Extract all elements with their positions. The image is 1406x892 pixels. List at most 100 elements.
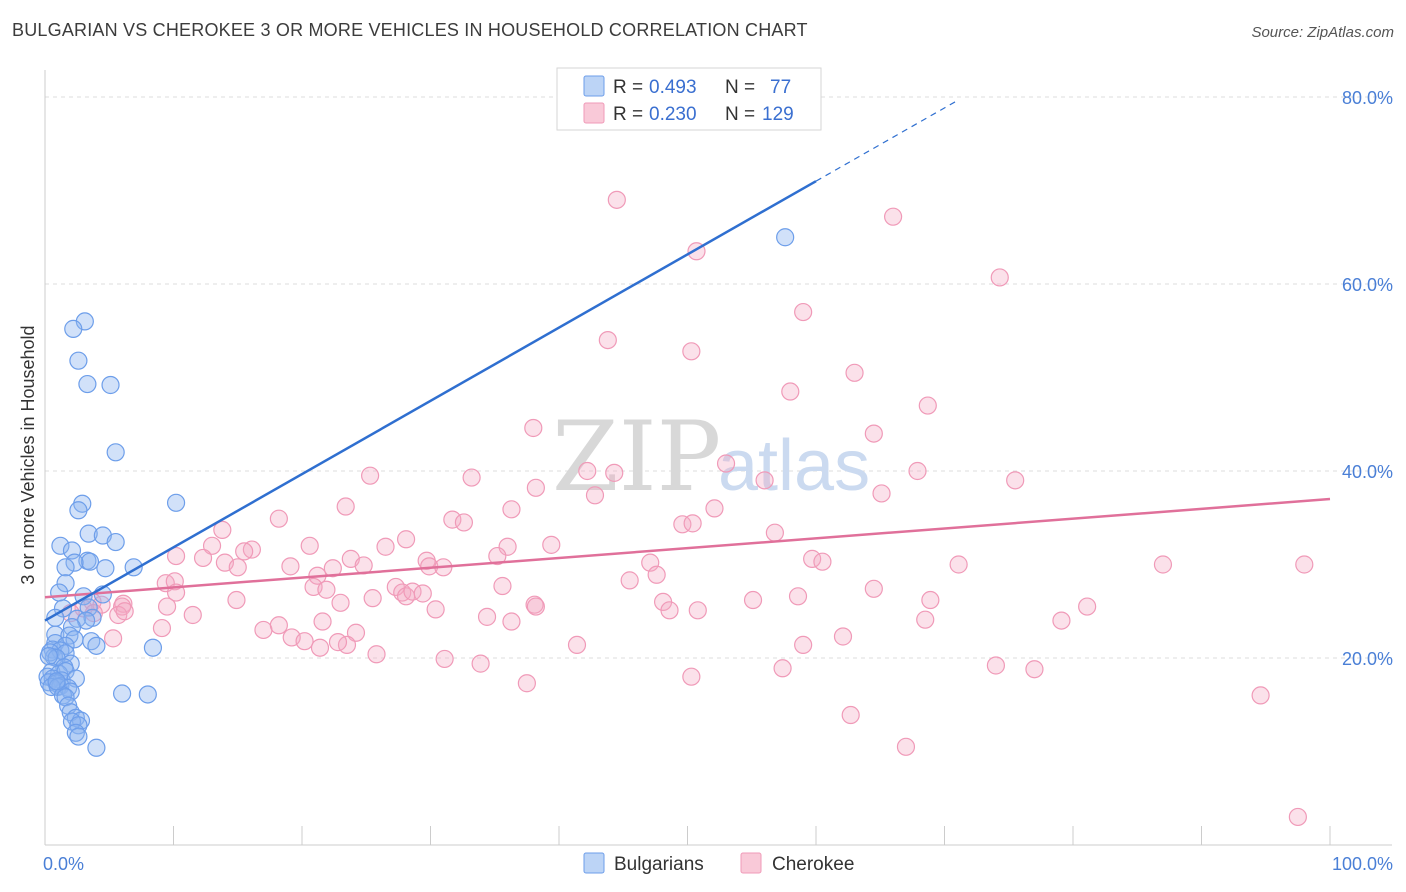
cherokee-point: [228, 558, 247, 577]
cherokee-point: [115, 602, 134, 621]
bulgarian-point: [112, 684, 132, 703]
cherokee-point: [524, 418, 543, 438]
cherokee-point: [498, 537, 517, 556]
bulgarian-point: [69, 727, 88, 746]
cherokee-point: [794, 302, 813, 322]
cherokee-points: [61, 190, 1314, 827]
cherokee-point: [526, 597, 545, 616]
cherokee-point: [471, 654, 490, 673]
cherokee-point: [363, 589, 382, 608]
cherokee-point: [104, 629, 123, 648]
cherokee-point: [295, 632, 314, 651]
cherokee-point: [567, 635, 587, 655]
y-tick-label: 60.0%: [1342, 275, 1393, 295]
bulgarian-point: [39, 647, 58, 666]
cherokee-point: [949, 555, 968, 574]
bottom-legend-swatch-bulgarians: [583, 852, 605, 874]
cherokee-point: [647, 565, 666, 584]
cherokee-point: [990, 268, 1009, 287]
cherokee-point: [578, 461, 597, 481]
cherokee-point: [152, 618, 172, 638]
x-tick-label: 0.0%: [43, 854, 84, 874]
cherokee-point: [872, 484, 891, 503]
cherokee-point: [1078, 597, 1097, 616]
cherokee-point: [183, 605, 202, 625]
cherokee-point: [660, 601, 679, 620]
bulgarian-point: [50, 583, 69, 602]
cherokee-point: [213, 520, 232, 540]
cherokee-point: [620, 571, 639, 590]
y-tick-label: 20.0%: [1342, 649, 1393, 669]
cherokee-point: [896, 737, 916, 756]
legend-r-label: R =: [613, 77, 643, 98]
bulgarian-point: [87, 738, 106, 757]
bulgarian-point: [56, 574, 75, 593]
cherokee-point: [193, 548, 213, 568]
cherokee-point: [605, 463, 624, 482]
cherokee-point: [367, 645, 386, 664]
cherokee-point: [864, 424, 883, 443]
y-axis-label: 3 or more Vehicles in Household: [18, 325, 38, 584]
y-tick-label: 40.0%: [1342, 462, 1393, 482]
cherokee-point: [493, 576, 512, 596]
cherokee-point: [328, 633, 348, 652]
cherokee-point: [688, 601, 707, 620]
bulgarian-point: [79, 524, 98, 543]
bulgarian-point: [69, 501, 88, 520]
gridlines: [45, 96, 1392, 659]
cherokee-point: [313, 612, 332, 631]
cherokee-point: [413, 584, 432, 603]
cherokee-point: [166, 546, 186, 566]
cherokee-point: [845, 363, 864, 382]
bulgarian-point: [87, 636, 106, 655]
bulgarian-point: [56, 558, 75, 577]
chart-title: BULGARIAN VS CHEROKEE 3 OR MORE VEHICLES…: [12, 20, 808, 40]
bottom-legend-swatch-cherokee: [740, 852, 762, 874]
cherokee-point: [765, 523, 784, 542]
bulgarian-point: [65, 553, 84, 572]
cherokee-point: [794, 635, 813, 655]
cherokee-point: [918, 396, 937, 415]
cherokee-point: [269, 509, 288, 528]
legend-r-label: R =: [613, 104, 643, 125]
bulgarian-point: [106, 443, 125, 462]
cherokee-point: [157, 597, 177, 616]
cherokee-point: [1288, 807, 1307, 827]
bulgarian-point: [106, 532, 125, 552]
legend-n-value-bulgarians: 77: [770, 77, 791, 98]
cherokee-point: [788, 587, 808, 606]
cherokee-point: [1052, 611, 1071, 630]
bulgarian-points: [38, 228, 795, 757]
bulgarian-point: [64, 319, 83, 338]
cherokee-point: [235, 542, 254, 561]
cherokee-point: [254, 620, 273, 640]
cherokee-point: [803, 549, 822, 568]
bottom-legend-cherokee: Cherokee: [772, 854, 854, 875]
bulgarian-point: [51, 536, 70, 555]
bulgarian-point: [69, 351, 88, 370]
bulgarian-trend-extension: [815, 100, 958, 182]
cherokee-point: [682, 667, 701, 686]
bulgarian-point: [166, 493, 186, 512]
cherokee-point: [1006, 471, 1025, 490]
cherokee-point: [1251, 686, 1270, 705]
cherokee-point: [336, 497, 355, 516]
chart-source: Source: ZipAtlas.com: [1251, 24, 1394, 41]
cherokee-point: [526, 478, 545, 497]
cherokee-point: [502, 612, 521, 631]
bulgarian-point: [143, 638, 163, 657]
bulgarian-point: [78, 374, 97, 394]
cherokee-point: [864, 579, 883, 598]
cherokee-point: [781, 382, 800, 401]
cherokee-point: [916, 610, 935, 629]
cherokee-point: [908, 461, 927, 481]
cherokee-point: [1153, 555, 1173, 574]
cherokee-point: [682, 342, 701, 361]
cherokee-point: [396, 530, 416, 549]
tick-labels: 20.0% 40.0% 60.0% 80.0% 0.0% 100.0%: [43, 88, 1393, 874]
cherokee-point: [921, 590, 940, 610]
cherokee-trend-line: [44, 497, 1331, 599]
cherokee-point: [435, 649, 454, 669]
cherokee-point: [346, 623, 366, 642]
